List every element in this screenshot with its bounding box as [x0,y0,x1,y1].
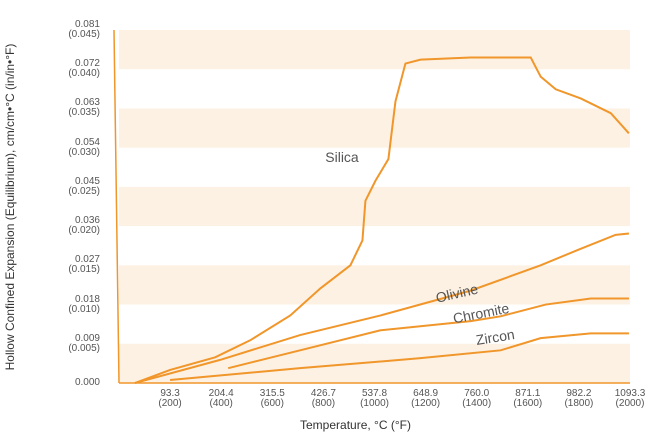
band [119,30,630,70]
series-label: Silica [325,149,359,165]
series-label: Zircon [475,326,516,348]
x-tick-label: 537.8 (1000) [360,388,389,409]
y-axis [113,29,120,384]
y-tick-label: 0.072 (0.040) [68,58,100,80]
y-tick-label: 0.063 (0.035) [68,97,100,119]
x-tick-label: 426.7 (800) [310,388,336,409]
series-line [134,56,630,384]
x-tick-label: 315.5 (600) [259,388,285,409]
y-tick-label: 0.081 (0.045) [68,19,100,40]
y-tick-label: 0.027 (0.015) [68,254,100,276]
band [119,108,630,148]
band [119,265,630,305]
y-tick-label: 0.000 [74,377,100,388]
y-tick-label: 0.018 (0.010) [68,293,100,315]
y-tick-label: 0.009 (0.005) [68,332,100,354]
series-line [170,332,629,381]
x-axis-title: Temperature, °C (°F) [300,418,411,432]
y-tick-label: 0.054 (0.030) [68,136,100,158]
x-tick-label: 648.9 (1200) [411,388,441,409]
y-axis-title: Hollow Confined Expansion (Equilibrium),… [3,43,17,371]
x-tick-label: 1093.3 (2000) [614,388,646,409]
series-line [227,297,629,370]
series-line [134,232,630,384]
x-tick-label: 982.2 (1800) [564,388,594,409]
x-tick-label: 93.3 (200) [158,388,182,409]
y-tick-label: 0.045 (0.025) [68,175,100,197]
x-tick-label: 871.1 (1600) [513,388,543,409]
band [119,186,630,227]
y-tick-label: 0.036 (0.020) [68,215,100,237]
x-tick-label: 760.0 (1400) [462,388,492,409]
x-tick-label: 204.4 (400) [208,388,234,409]
